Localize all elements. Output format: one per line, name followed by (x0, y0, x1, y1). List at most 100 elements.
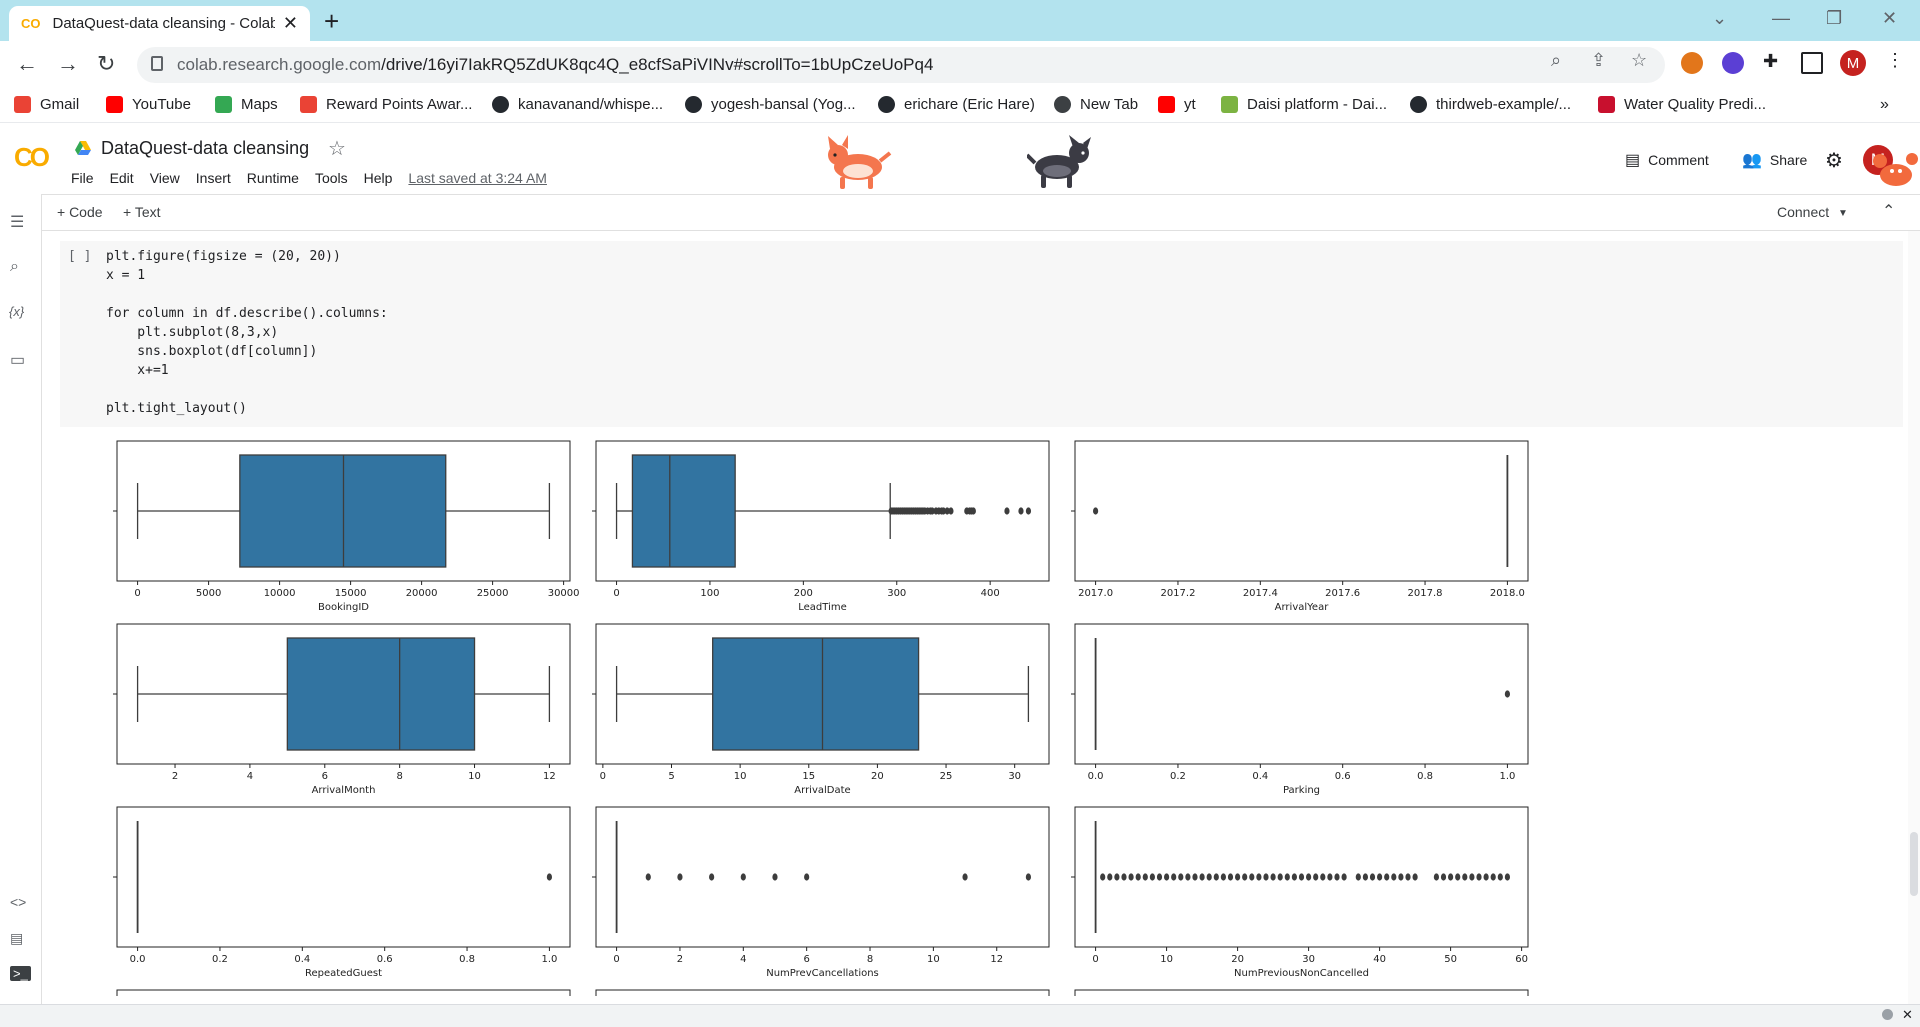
menu-edit[interactable]: Edit (109, 170, 134, 186)
side-panel-icon[interactable] (1801, 52, 1823, 74)
restore-icon[interactable]: ❐ (1826, 8, 1843, 28)
plot-frame-partial (595, 989, 1050, 996)
code-line: plt.tight_layout() (106, 401, 247, 416)
scrollbar-thumb[interactable] (1910, 832, 1918, 896)
plot-frame (1074, 440, 1529, 582)
connect-button[interactable]: Connect (1777, 204, 1830, 220)
github-icon (685, 96, 702, 113)
search-icon[interactable]: ⌕ (10, 258, 19, 275)
bookmark-item[interactable]: Water Quality Predi... (1598, 96, 1766, 113)
outlier-point (1298, 873, 1305, 881)
variables-icon[interactable]: {x} (9, 304, 25, 319)
gmail-icon (300, 96, 317, 113)
address-bar[interactable]: colab.research.google.com/drive/16yi7Iak… (137, 47, 1665, 83)
chevron-down-icon[interactable]: ⌄ (1712, 8, 1728, 28)
notebook-title[interactable]: DataQuest-data cleansing (101, 138, 310, 158)
new-tab-button[interactable]: + (324, 6, 340, 36)
connect-dropdown-icon[interactable]: ▼ (1838, 208, 1848, 219)
profile-avatar[interactable]: M (1840, 50, 1866, 76)
last-saved-link[interactable]: Last saved at 3:24 AM (408, 170, 547, 186)
bookmark-item[interactable]: kanavanand/whispe... (492, 96, 663, 113)
bookmark-item[interactable]: YouTube (106, 96, 191, 113)
browser-menu-icon[interactable]: ⋮ (1886, 50, 1904, 70)
menu-file[interactable]: File (71, 170, 94, 186)
bookmark-item[interactable]: yogesh-bansal (Yog... (685, 96, 856, 113)
run-cell-indicator[interactable]: [ ] (68, 249, 92, 264)
comment-button[interactable]: ▤ Comment (1625, 150, 1709, 170)
x-tick-label: 10 (468, 771, 481, 782)
add-text-button[interactable]: + Text (123, 204, 161, 220)
outlier-point (970, 507, 976, 515)
reload-icon[interactable]: ↻ (97, 51, 116, 76)
settings-gear-icon[interactable]: ⚙ (1825, 150, 1843, 172)
extension-icon[interactable] (1722, 52, 1744, 74)
outlier-point (1391, 873, 1397, 881)
x-tick-label: 5 (668, 771, 674, 782)
outlier-point (1284, 873, 1290, 881)
x-tick-label: 0.8 (1417, 771, 1433, 782)
minimize-icon[interactable]: — (1772, 8, 1790, 28)
collapse-header-icon[interactable]: ⌃ (1882, 203, 1896, 220)
code-editor[interactable]: plt.figure(figsize = (20, 20)) x = 1 for… (106, 247, 388, 418)
x-tick-label: 30 (1008, 771, 1021, 782)
code-snippets-icon[interactable]: <> (10, 894, 27, 910)
x-tick-label: 0.2 (212, 954, 228, 965)
forward-icon[interactable]: → (57, 51, 79, 76)
bookmark-item[interactable]: New Tab (1054, 96, 1138, 113)
outlier-point (962, 873, 968, 881)
colab-logo[interactable]: CO (14, 142, 50, 172)
outlier-point (1504, 873, 1511, 881)
x-tick-label: 100 (700, 588, 719, 599)
bookmark-item[interactable]: Reward Points Awar... (300, 96, 472, 113)
google-drive-icon[interactable] (75, 141, 91, 155)
comment-icon: ▤ (1625, 152, 1641, 169)
outlier-point (1504, 690, 1511, 698)
bookmarks-bar: » Gmail YouTube Maps Reward Points Awar... k… (0, 89, 1920, 123)
share-page-icon[interactable]: ⇪ (1591, 50, 1607, 70)
outlier-point (1462, 873, 1468, 881)
table-of-contents-icon[interactable]: ☰ (10, 214, 25, 231)
outlier-point (940, 507, 947, 515)
outlier-point (1384, 873, 1390, 881)
code-cell[interactable]: [ ] plt.figure(figsize = (20, 20)) x = 1… (60, 241, 1903, 427)
bookmark-item[interactable]: Gmail (14, 96, 79, 113)
menu-tools[interactable]: Tools (314, 170, 348, 186)
address-toolbar: ← → ↻ colab.research.google.com/drive/16… (0, 41, 1920, 89)
zoom-icon[interactable]: ⌕ (1551, 50, 1562, 70)
bookmark-star-icon[interactable]: ☆ (1631, 50, 1648, 70)
menu-runtime[interactable]: Runtime (246, 170, 299, 186)
bookmark-label: yogesh-bansal (Yog... (711, 96, 856, 113)
bookmark-item[interactable]: Maps (215, 96, 278, 113)
browser-tab-active[interactable]: CO DataQuest-data cleansing - Colab ✕ (9, 6, 310, 41)
menu-view[interactable]: View (149, 170, 180, 186)
bookmark-item[interactable]: thirdweb-example/... (1410, 96, 1571, 113)
star-icon[interactable]: ☆ (328, 138, 346, 160)
scrollbar-track[interactable] (1908, 231, 1920, 1004)
x-tick-label: 6 (322, 771, 328, 782)
close-tab-icon[interactable]: ✕ (282, 13, 298, 33)
more-bookmarks-icon[interactable]: » (1880, 96, 1889, 113)
extensions-puzzle-icon[interactable]: ✚ (1763, 51, 1779, 71)
close-status-icon[interactable]: ✕ (1902, 1007, 1913, 1022)
files-folder-icon[interactable]: ▭ (10, 352, 26, 369)
outlier-point (1497, 873, 1503, 881)
add-code-button[interactable]: + Code (57, 204, 103, 220)
terminal-icon[interactable]: >_ (10, 966, 31, 981)
outlier-point (772, 873, 778, 881)
close-window-icon[interactable]: ✕ (1882, 8, 1898, 28)
menu-insert[interactable]: Insert (195, 170, 231, 186)
bookmark-item[interactable]: erichare (Eric Hare) (878, 96, 1035, 113)
metamask-extension-icon[interactable] (1681, 52, 1703, 74)
outlier-point (1341, 873, 1347, 881)
share-button[interactable]: 👥 Share (1742, 150, 1807, 170)
boxplot-output: 0 5000 10000 15000 20000 25000 30000BookingID0… (113, 440, 1529, 996)
back-icon[interactable]: ← (16, 51, 38, 76)
bookmark-item[interactable]: yt (1158, 96, 1196, 113)
x-tick-label: 2018.0 (1490, 588, 1525, 599)
box-iqr (286, 637, 476, 751)
x-tick-label: 50 (1444, 954, 1457, 965)
x-tick-label: 0.6 (1335, 771, 1351, 782)
command-palette-icon[interactable]: ▤ (10, 930, 24, 946)
menu-help[interactable]: Help (363, 170, 393, 186)
bookmark-item[interactable]: Daisi platform - Dai... (1221, 96, 1387, 113)
